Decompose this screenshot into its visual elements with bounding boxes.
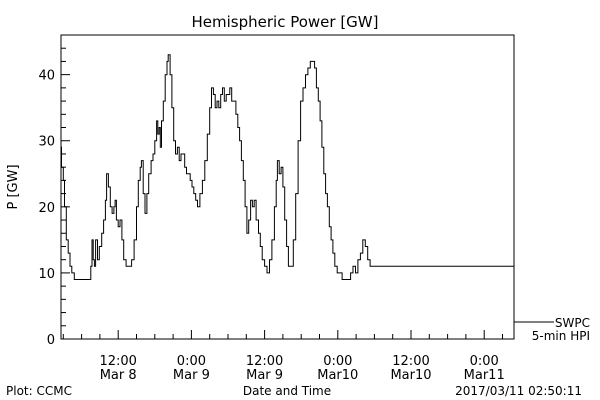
y-tick-label: 30: [38, 135, 55, 150]
x-tick-label-time: 0:00: [177, 354, 206, 369]
legend-label-line2: 5-min HPI: [532, 329, 590, 343]
y-axis-label: P [GW]: [6, 164, 21, 209]
x-tick-label-date: Mar 8: [100, 368, 137, 383]
y-tick-label: 10: [38, 267, 55, 282]
x-tick-label-date: Mar11: [464, 368, 505, 383]
series-group: [61, 54, 514, 280]
chart-title: Hemispheric Power [GW]: [192, 13, 379, 31]
x-tick-label-time: 12:00: [99, 354, 136, 369]
x-tick-label-time: 0:00: [470, 354, 499, 369]
legend: SWPC 5-min HPI: [514, 316, 590, 343]
x-tick-label-date: Mar 9: [173, 368, 210, 383]
x-tick-label-date: Mar10: [390, 368, 431, 383]
footer-timestamp: 2017/03/11 02:50:11: [455, 384, 582, 398]
x-tick-label-time: 0:00: [323, 354, 352, 369]
y-axis: 0 10 20 30 40: [38, 47, 70, 348]
x-tick-label-date: Mar10: [317, 368, 358, 383]
x-tick-label-date: Mar 9: [246, 368, 283, 383]
x-axis-label: Date and Time: [243, 384, 331, 398]
y-tick-label: 40: [38, 69, 55, 84]
footer-credit: Plot: CCMC: [6, 384, 72, 398]
y-tick-label: 0: [47, 333, 55, 348]
x-tick-label-time: 12:00: [246, 354, 283, 369]
x-tick-label-time: 12:00: [392, 354, 429, 369]
legend-label-line1: SWPC: [555, 316, 590, 330]
series-line-hpi: [61, 54, 514, 280]
plot-frame: [60, 34, 515, 340]
y-tick-label: 20: [38, 201, 55, 216]
